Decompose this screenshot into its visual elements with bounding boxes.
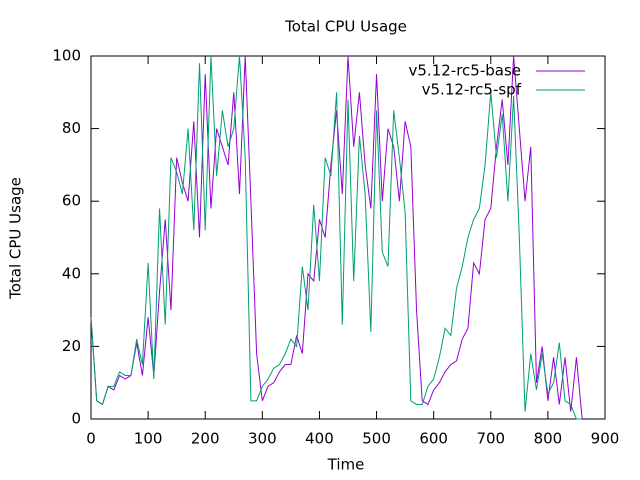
x-tick-label: 900: [591, 430, 620, 448]
x-tick-label: 0: [86, 430, 96, 448]
x-axis-label: Time: [327, 456, 365, 474]
x-tick-label: 400: [305, 430, 334, 448]
legend-label: v5.12-rc5-base: [409, 62, 522, 80]
y-tick-label: 60: [62, 192, 81, 210]
x-tick-label: 100: [134, 430, 163, 448]
x-tick-label: 500: [362, 430, 391, 448]
legend-label: v5.12-rc5-spf: [422, 81, 522, 99]
series-line: [90, 55, 583, 420]
y-axis-label: Total CPU Usage: [7, 177, 25, 300]
chart-title: Total CPU Usage: [284, 18, 407, 36]
y-tick-label: 20: [62, 337, 81, 355]
y-tick-label: 0: [71, 410, 81, 428]
y-tick-label: 80: [62, 119, 81, 137]
y-tick-label: 100: [52, 47, 81, 65]
x-tick-label: 800: [534, 430, 563, 448]
x-tick-label: 300: [248, 430, 277, 448]
x-tick-label: 700: [476, 430, 505, 448]
y-tick-label: 40: [62, 264, 81, 282]
x-tick-label: 600: [419, 430, 448, 448]
x-tick-label: 200: [191, 430, 220, 448]
